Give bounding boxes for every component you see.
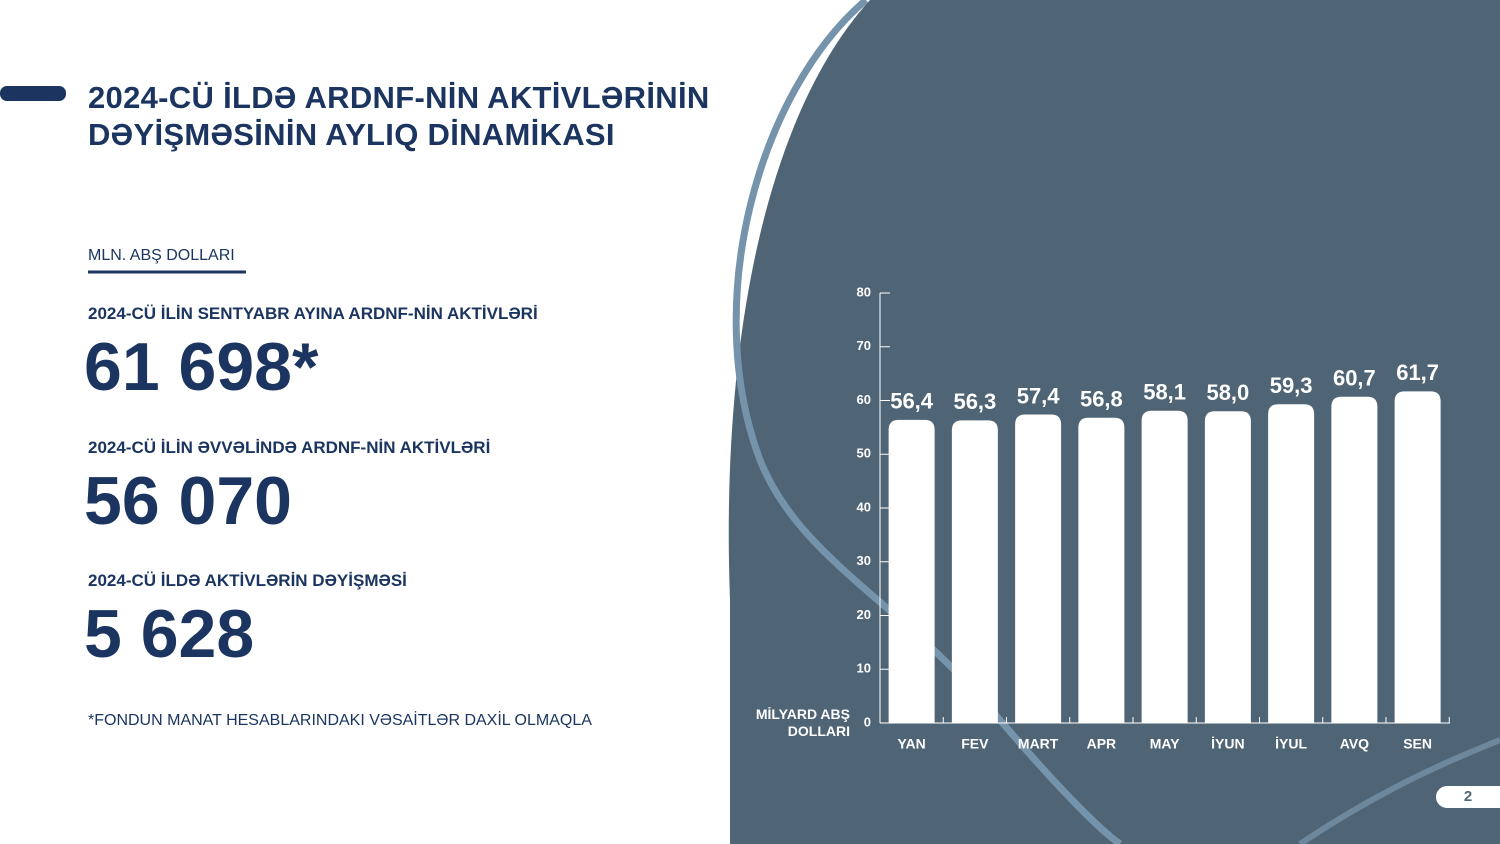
y-axis-label: MİLYARD ABŞ DOLLARI	[755, 706, 850, 739]
bar	[951, 420, 998, 723]
value-label: 60,7	[1333, 366, 1376, 391]
y-tick-label: 60	[857, 392, 871, 407]
bar	[1331, 396, 1378, 723]
accent-bar	[0, 86, 66, 101]
value-label: 58,0	[1206, 380, 1249, 405]
page-number: 2	[1436, 786, 1500, 808]
value-label: 56,4	[890, 389, 934, 414]
x-tick-label: MAY	[1150, 736, 1180, 752]
stat-value: 5 628	[84, 596, 255, 672]
stat-value: 56 070	[84, 463, 292, 539]
value-label: 56,3	[953, 389, 996, 414]
decor-curve	[732, 0, 1123, 844]
bar	[888, 419, 935, 723]
bar	[1015, 414, 1062, 723]
x-tick-label: YAN	[897, 736, 925, 752]
y-tick-label: 10	[857, 661, 871, 676]
x-tick-label: SEN	[1403, 736, 1432, 752]
x-tick-label: APR	[1087, 736, 1117, 752]
footnote: *FONDUN MANAT HESABLARINDAKI VƏSAİTLƏR D…	[88, 712, 592, 729]
stat-label: 2024-CÜ İLİN SENTYABR AYINA ARDNF-NİN AK…	[88, 304, 538, 323]
bar	[1394, 391, 1441, 723]
unit-label: MLN. ABŞ DOLLARI	[88, 247, 235, 264]
x-tick-label: AVQ	[1340, 736, 1369, 752]
y-tick-label: 80	[857, 284, 871, 299]
x-tick-label: FEV	[961, 736, 989, 752]
value-label: 56,8	[1080, 387, 1123, 412]
value-label: 58,1	[1143, 380, 1186, 405]
y-tick-label: 0	[864, 714, 871, 729]
stat-label: 2024-CÜ İLİN ƏVVƏLİNDƏ ARDNF-NİN AKTİVLƏ…	[88, 438, 491, 457]
x-tick-label: MART	[1018, 736, 1059, 752]
value-label: 59,3	[1270, 373, 1313, 398]
title: 2024-CÜ İLDƏ ARDNF-NİN AKTİVLƏRİNİN	[88, 80, 710, 115]
bar	[1268, 404, 1315, 723]
bar	[1141, 410, 1188, 723]
bar	[1204, 411, 1251, 723]
y-tick-label: 30	[857, 553, 871, 568]
y-tick-label: 20	[857, 607, 871, 622]
bar	[1078, 417, 1125, 723]
stat-label: 2024-CÜ İLDƏ AKTİVLƏRİN DƏYİŞMƏSİ	[88, 571, 407, 590]
x-tick-label: İYUN	[1211, 736, 1244, 752]
y-tick-label: 40	[857, 499, 871, 514]
y-tick-label: 50	[857, 446, 871, 461]
y-tick-label: 70	[857, 338, 871, 353]
value-label: 57,4	[1017, 383, 1061, 408]
value-label: 61,7	[1396, 360, 1439, 385]
decor-curve	[1298, 737, 1500, 844]
x-tick-label: İYUL	[1275, 736, 1307, 752]
stat-value: 61 698*	[84, 329, 319, 405]
title: DƏYİŞMƏSİNİN AYLIQ DİNAMİKASI	[88, 117, 615, 152]
